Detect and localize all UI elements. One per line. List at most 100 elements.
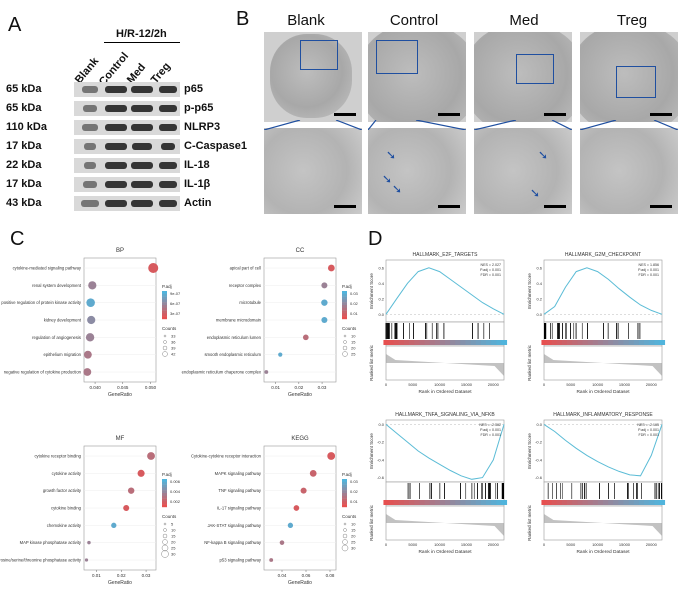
size-legend-value: 25 — [171, 546, 176, 551]
connector-line — [335, 120, 362, 130]
size-legend-value: 39 — [171, 346, 176, 351]
blot-band — [105, 143, 127, 150]
blot-band — [159, 200, 177, 207]
color-bar-segment — [162, 305, 167, 308]
x-tick-label: 0.045 — [117, 385, 129, 390]
gsea-title: HALLMARK_G2M_CHECKPOINT — [565, 252, 641, 258]
y-tick-label: -0.4 — [377, 457, 385, 462]
category-label: smooth endoplasmic reticulum — [204, 352, 261, 357]
rank-color-segment — [546, 500, 553, 505]
stat-label: NES = 1.856 — [639, 263, 659, 267]
stat-label: NES = -2.362 — [479, 423, 501, 427]
size-legend-circle — [342, 533, 348, 539]
rank-color-segment — [613, 340, 619, 345]
connector-line — [653, 120, 678, 130]
blot-band — [131, 181, 153, 188]
treatment-header: H/R-12/2h — [116, 28, 167, 40]
rank-color-segment — [633, 500, 640, 505]
blot-strip — [74, 82, 180, 97]
em-image-high-mag: ➘ ➘ — [474, 128, 572, 214]
blot-band — [159, 181, 177, 188]
zoom-connector — [580, 120, 678, 130]
blot-band — [131, 200, 153, 207]
rank-color-segment — [577, 500, 583, 505]
category-label: cytokine activity — [52, 471, 82, 476]
rank-color-segment — [541, 500, 548, 505]
rank-color-segment — [475, 340, 482, 345]
blot-band — [83, 181, 97, 188]
size-legend-value: 15 — [351, 340, 356, 345]
x-tick-label: 0.02 — [117, 573, 126, 578]
rank-color-segment — [567, 340, 573, 345]
rank-color-segment — [649, 500, 655, 505]
rank-color-segment — [470, 340, 477, 345]
blot-band — [105, 105, 127, 112]
stat-label: NES = 2.027 — [481, 263, 501, 267]
category-label: MAP kinase phosphatase activity — [20, 540, 82, 545]
x-tick-label: 15000 — [461, 542, 473, 547]
legend-value: 9e-07 — [170, 291, 181, 296]
category-label: negative regulation of cytokine producti… — [4, 370, 82, 375]
legend-title: P.adj — [162, 472, 172, 477]
protein-label: Actin — [184, 197, 212, 209]
legend-value: 0.006 — [170, 479, 181, 484]
rank-color-segment — [628, 340, 635, 345]
color-bar-segment — [342, 296, 347, 300]
rank-color-segment — [561, 340, 568, 345]
rank-color-segment — [424, 500, 431, 505]
blot-band — [83, 105, 97, 112]
rank-color-segment — [567, 500, 573, 505]
rank-color-segment — [592, 340, 599, 345]
x-tick-label: 20000 — [646, 382, 658, 387]
rank-color-segment — [434, 500, 441, 505]
rank-color-segment — [486, 340, 492, 345]
rank-color-segment — [618, 340, 625, 345]
category-label: JAK-STAT signaling pathway — [207, 523, 261, 528]
category-label: kidney development — [44, 318, 82, 323]
es-frame — [385, 259, 505, 323]
rank-color-segment — [460, 500, 467, 505]
x-axis-label: GeneRatio — [108, 392, 132, 398]
x-tick-label: 0 — [543, 382, 546, 387]
size-legend-circle — [163, 340, 167, 344]
rank-color-segment — [644, 500, 650, 505]
dot-plot-bp: BP cytokine-mediated signaling pathway ren… — [1, 248, 181, 398]
x-tick-label: 0.03 — [318, 385, 327, 390]
stat-label: P.adj = 0.001 — [638, 428, 659, 432]
x-tick-label: 0.08 — [326, 573, 335, 578]
color-bar-segment — [162, 495, 167, 499]
rank-color-segment — [491, 500, 497, 505]
zoom-region-box — [376, 40, 418, 74]
color-bar-segment — [342, 487, 347, 491]
em-image-low-mag — [264, 32, 362, 122]
x-tick-label: 0 — [385, 382, 388, 387]
category-label: p53 signaling pathway — [220, 558, 262, 563]
hit-bars — [383, 321, 508, 347]
stat-label: FDR = 0.001 — [639, 433, 659, 437]
color-bar-segment — [342, 481, 347, 485]
gsea-figure: HALLMARK_E2F_TARGETS 0.6 0.4 0.2 0.0 Enrichme… — [369, 252, 666, 555]
gsea-title: HALLMARK_TNFA_SIGNALING_VIA_NFKB — [395, 412, 495, 418]
panel-label-c: C — [10, 228, 25, 250]
ranked-metric: Ranked list metric 0 5000 10000 15000 20000 Ra… — [527, 504, 663, 555]
size-legend-value: 36 — [171, 340, 176, 345]
category-label: receptor complex — [229, 283, 262, 288]
data-point — [87, 315, 96, 325]
em-title-med: Med — [509, 12, 539, 29]
size-legend-circle — [161, 550, 169, 558]
metric-area — [386, 354, 504, 376]
rank-color-segment — [393, 500, 400, 505]
color-bar-segment — [162, 316, 167, 320]
plot-title: CC — [296, 248, 305, 254]
rank-color-segment — [597, 340, 604, 345]
protein-label: IL-1β — [184, 178, 211, 190]
rank-color-segment — [409, 340, 415, 345]
protein-label: p-p65 — [184, 102, 214, 114]
x-tick-label: 0 — [385, 542, 388, 547]
data-point — [86, 298, 95, 307]
cell-body — [474, 32, 572, 122]
x-tick-label: 20000 — [646, 542, 658, 547]
data-point — [84, 558, 89, 562]
